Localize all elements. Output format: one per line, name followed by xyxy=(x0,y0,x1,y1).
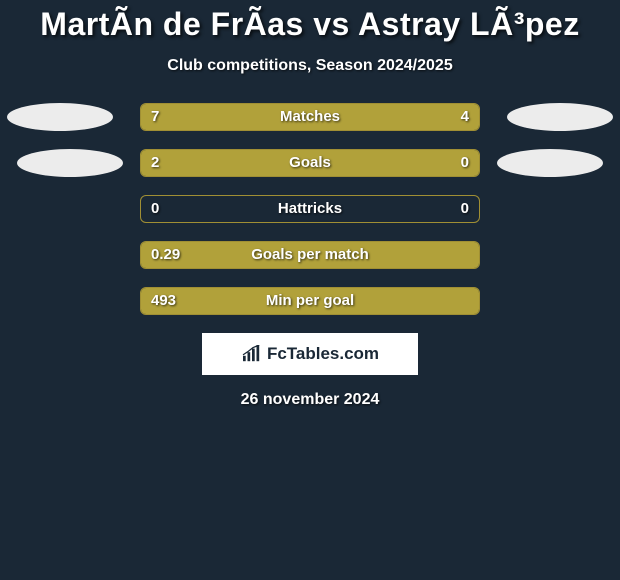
player-right-ellipse xyxy=(507,103,613,131)
stat-row: 0 Hattricks 0 xyxy=(0,195,620,223)
stat-bar-track: 0 Hattricks 0 xyxy=(140,195,480,223)
stat-bar-track: 493 Min per goal xyxy=(140,287,480,315)
stat-bar-track: 2 Goals 0 xyxy=(140,149,480,177)
stat-row: 493 Min per goal xyxy=(0,287,620,315)
source-logo-text: FcTables.com xyxy=(267,344,379,364)
stat-label: Min per goal xyxy=(141,288,479,314)
stat-bar-track: 7 Matches 4 xyxy=(140,103,480,131)
stat-row: 7 Matches 4 xyxy=(0,103,620,131)
stat-value-right: 4 xyxy=(461,104,469,130)
stat-bar-track: 0.29 Goals per match xyxy=(140,241,480,269)
stat-rows: 7 Matches 4 2 Goals 0 0 Hat xyxy=(0,103,620,315)
date-text: 26 november 2024 xyxy=(0,391,620,409)
stat-label: Goals per match xyxy=(141,242,479,268)
bar-chart-icon xyxy=(241,345,263,363)
page-subtitle: Club competitions, Season 2024/2025 xyxy=(0,57,620,75)
player-left-ellipse xyxy=(17,149,123,177)
comparison-infographic: MartÃ­n de FrÃ­as vs Astray LÃ³pez Club … xyxy=(0,0,620,580)
stat-label: Hattricks xyxy=(141,196,479,222)
stat-label: Matches xyxy=(141,104,479,130)
source-logo: FcTables.com xyxy=(202,333,418,375)
stat-row: 0.29 Goals per match xyxy=(0,241,620,269)
player-right-ellipse xyxy=(497,149,603,177)
stat-row: 2 Goals 0 xyxy=(0,149,620,177)
stat-value-right: 0 xyxy=(461,196,469,222)
stat-label: Goals xyxy=(141,150,479,176)
stat-value-right: 0 xyxy=(461,150,469,176)
player-left-ellipse xyxy=(7,103,113,131)
page-title: MartÃ­n de FrÃ­as vs Astray LÃ³pez xyxy=(0,0,620,43)
